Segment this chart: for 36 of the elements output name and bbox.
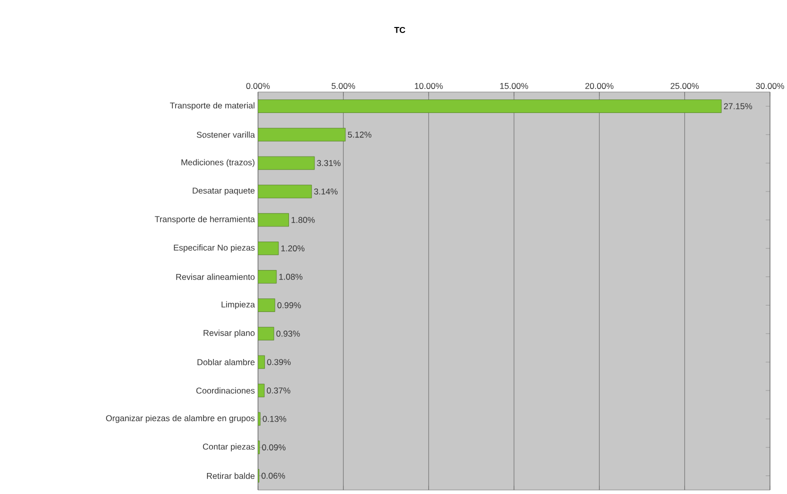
y-tick-label: Especificar No piezas <box>174 244 255 252</box>
x-tick-label: 5.00% <box>332 82 356 89</box>
y-tick-label: Organizar piezas de alambre en grupos <box>106 414 255 423</box>
y-tick-label: Limpieza <box>222 301 255 310</box>
x-tick-label: 10.00% <box>414 82 443 89</box>
y-tick-label: Mediciones (trazos) <box>182 159 254 168</box>
y-tick-label: Revisar plano <box>204 330 255 338</box>
y-tick-label: Doblar alambre <box>198 358 255 366</box>
data-label: 27.15% <box>724 103 752 110</box>
data-label: 0.99% <box>277 302 301 308</box>
x-tick-label: 20.00% <box>585 82 614 89</box>
x-tick-label: 0.00% <box>246 82 270 89</box>
data-label: 3.31% <box>317 160 340 166</box>
data-label: 0.13% <box>262 416 286 422</box>
data-label: 0.37% <box>266 387 290 394</box>
data-label: 5.12% <box>348 132 372 138</box>
y-tick-label: Revisar alineamiento <box>176 274 255 280</box>
y-tick-label: Transporte de material <box>170 102 254 110</box>
data-label: 1.80% <box>292 216 315 223</box>
chart-title: TC <box>394 26 406 33</box>
y-tick-label: Sostener varilla <box>196 132 255 138</box>
x-tick-label: 25.00% <box>670 82 699 89</box>
y-tick-label: Transporte de herramienta <box>154 216 255 224</box>
data-label: 0.09% <box>262 444 286 450</box>
data-label: 3.14% <box>314 188 338 195</box>
y-tick-label: Contar piezas <box>202 443 255 452</box>
y-tick-label: Retirar balde <box>207 472 255 479</box>
data-label: 1.08% <box>279 274 302 280</box>
data-label: 0.93% <box>276 330 300 337</box>
data-label: 1.20% <box>281 245 304 252</box>
data-label: 0.06% <box>262 472 286 479</box>
y-tick-label: Desatar paquete <box>192 188 255 196</box>
y-tick-label: Coordinaciones <box>196 387 255 394</box>
data-label: 0.39% <box>267 359 291 366</box>
x-tick-label: 30.00% <box>756 82 784 89</box>
x-tick-label: 15.00% <box>500 82 528 89</box>
